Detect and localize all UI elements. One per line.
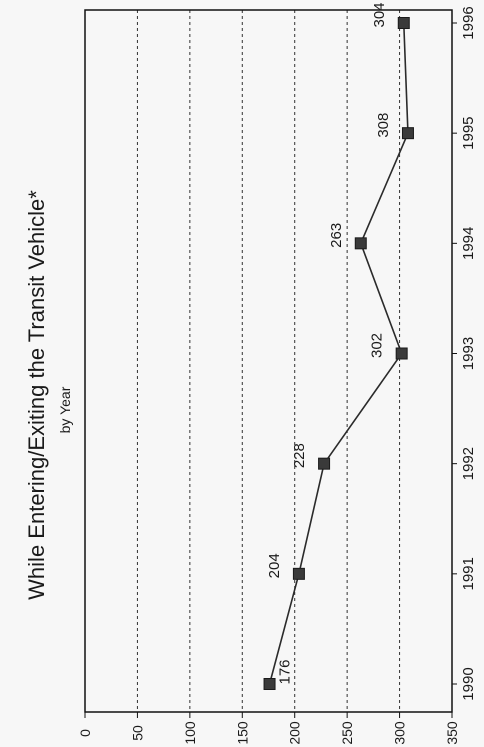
year-tick-label: 1994 [460, 227, 477, 260]
data-point [292, 567, 305, 580]
year-tick-label: 1995 [460, 116, 477, 149]
year-tick-label: 1990 [460, 667, 477, 700]
value-tick-label: 50 [129, 725, 145, 741]
data-label: 176 [277, 659, 294, 684]
value-tick-label: 250 [339, 721, 355, 745]
data-point [354, 237, 367, 250]
chart-subtitle: by Year [57, 386, 73, 433]
value-tick-label: 300 [392, 721, 408, 745]
year-tick-label: 1996 [460, 6, 477, 39]
value-tick-label: 0 [77, 729, 93, 737]
value-tick-label: 150 [234, 721, 250, 745]
data-point [401, 127, 414, 140]
data-point [397, 17, 410, 29]
value-tick-label: 350 [444, 721, 460, 745]
value-tick-label: 200 [287, 721, 303, 745]
chart-title: While Entering/Exiting the Transit Vehic… [24, 190, 49, 600]
data-point [318, 457, 331, 470]
value-tick-label: 100 [182, 721, 198, 745]
year-tick-label: 1993 [460, 337, 477, 370]
year-tick-label: 1992 [460, 447, 477, 480]
data-label: 204 [266, 553, 283, 578]
data-label: 308 [375, 113, 392, 138]
data-label: 263 [328, 223, 345, 248]
plot-area: 0 50 100 150 200 250 300 350 1990 1991 1992 1993 199… [77, 2, 477, 744]
data-point [263, 678, 276, 690]
data-point [395, 347, 408, 360]
data-label: 228 [291, 443, 308, 468]
data-label: 304 [371, 2, 388, 27]
data-label: 302 [369, 333, 386, 358]
plot-background [85, 10, 452, 712]
plot-border [84, 9, 453, 713]
chart-title-group: While Entering/Exiting the Transit Vehic… [24, 190, 73, 600]
year-tick-label: 1991 [460, 557, 477, 590]
